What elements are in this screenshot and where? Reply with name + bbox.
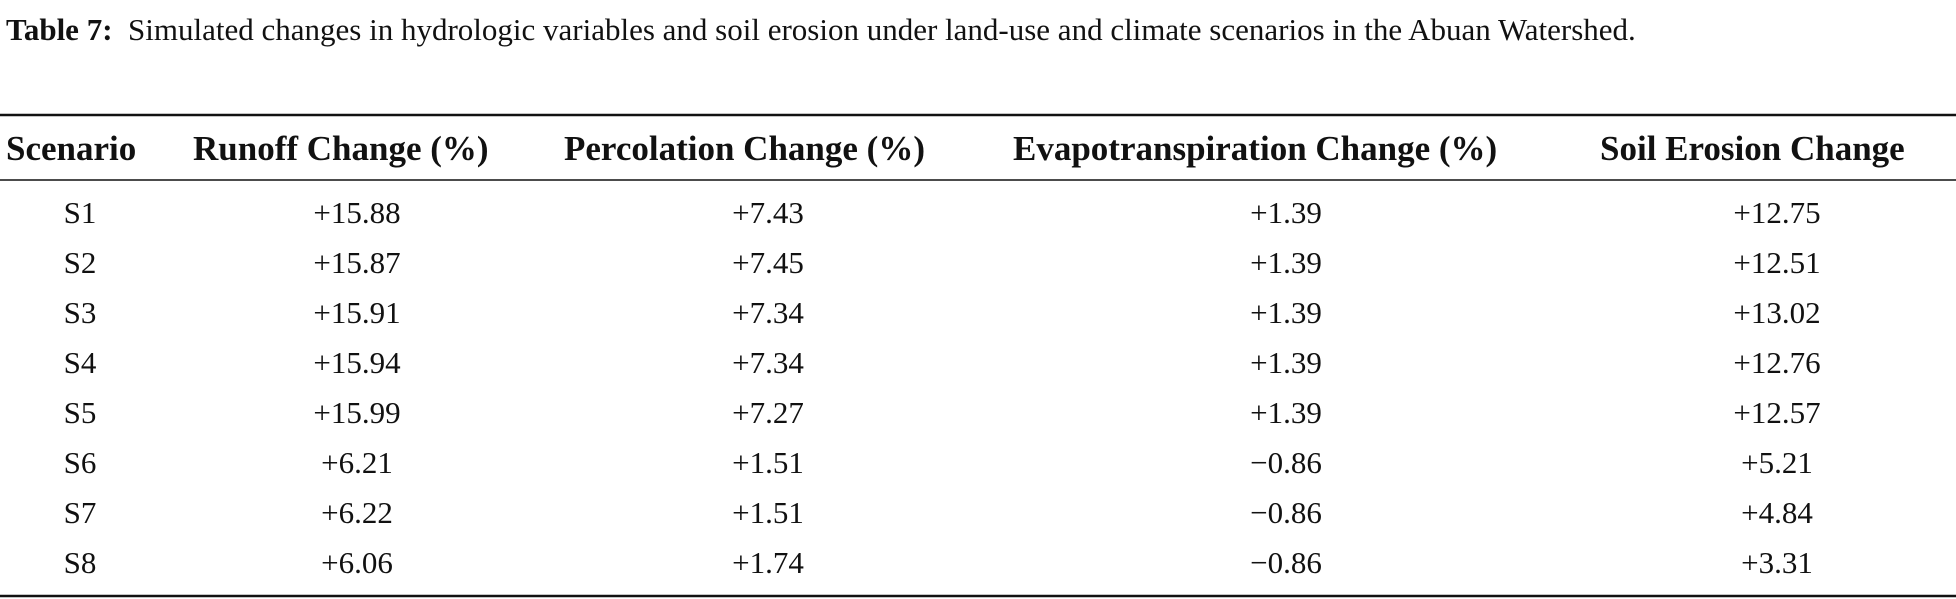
cell: +15.88 — [313, 195, 400, 230]
cell: +12.51 — [1733, 245, 1820, 280]
cell: S6 — [64, 445, 97, 480]
cell: +4.84 — [1741, 495, 1813, 530]
cell: +6.22 — [321, 495, 393, 530]
cell: +1.39 — [1250, 295, 1322, 330]
cell: +15.87 — [313, 245, 400, 280]
cell: +12.57 — [1733, 395, 1820, 430]
cell: +1.51 — [732, 495, 804, 530]
cell: +1.39 — [1250, 195, 1322, 230]
cell: −0.86 — [1250, 445, 1322, 480]
cell: S5 — [64, 395, 97, 430]
cell: +1.39 — [1250, 345, 1322, 380]
cell: S2 — [64, 245, 97, 280]
header-cell: Evapotranspiration Change (%) — [1013, 129, 1497, 168]
header-cell: Scenario — [6, 129, 136, 168]
caption-text: Simulated changes in hydrologic variable… — [128, 12, 1636, 47]
header-cell: Percolation Change (%) — [564, 129, 925, 168]
cell: +1.39 — [1250, 245, 1322, 280]
cell: +3.31 — [1741, 545, 1813, 580]
cell: +1.74 — [732, 545, 804, 580]
cell: S7 — [64, 495, 97, 530]
cell: +7.43 — [732, 195, 804, 230]
header-cell: Soil Erosion Change — [1600, 129, 1905, 168]
cell: +7.45 — [732, 245, 804, 280]
cell: +12.75 — [1733, 195, 1820, 230]
cell: +12.76 — [1733, 345, 1820, 380]
cell: S4 — [64, 345, 97, 380]
cell: +15.91 — [313, 295, 400, 330]
cell: +15.99 — [313, 395, 400, 430]
header-cell: Runoff Change (%) — [193, 129, 489, 168]
cell: +15.94 — [313, 345, 401, 380]
cell: S1 — [64, 195, 97, 230]
caption: Table 7: Simulated changes in hydrologic… — [6, 8, 1951, 52]
cell: +1.39 — [1250, 395, 1322, 430]
cell: −0.86 — [1250, 545, 1322, 580]
cell: +1.51 — [732, 445, 804, 480]
cell: S3 — [64, 295, 97, 330]
caption-label: Table 7: — [6, 12, 113, 47]
cell: +13.02 — [1733, 295, 1820, 330]
cell: +7.27 — [732, 395, 804, 430]
cell: S8 — [64, 545, 97, 580]
cell: +7.34 — [732, 345, 804, 380]
cell: −0.86 — [1250, 495, 1322, 530]
cell: +6.06 — [321, 545, 393, 580]
cell: +5.21 — [1741, 445, 1813, 480]
cell: +6.21 — [321, 445, 393, 480]
cell: +7.34 — [732, 295, 804, 330]
